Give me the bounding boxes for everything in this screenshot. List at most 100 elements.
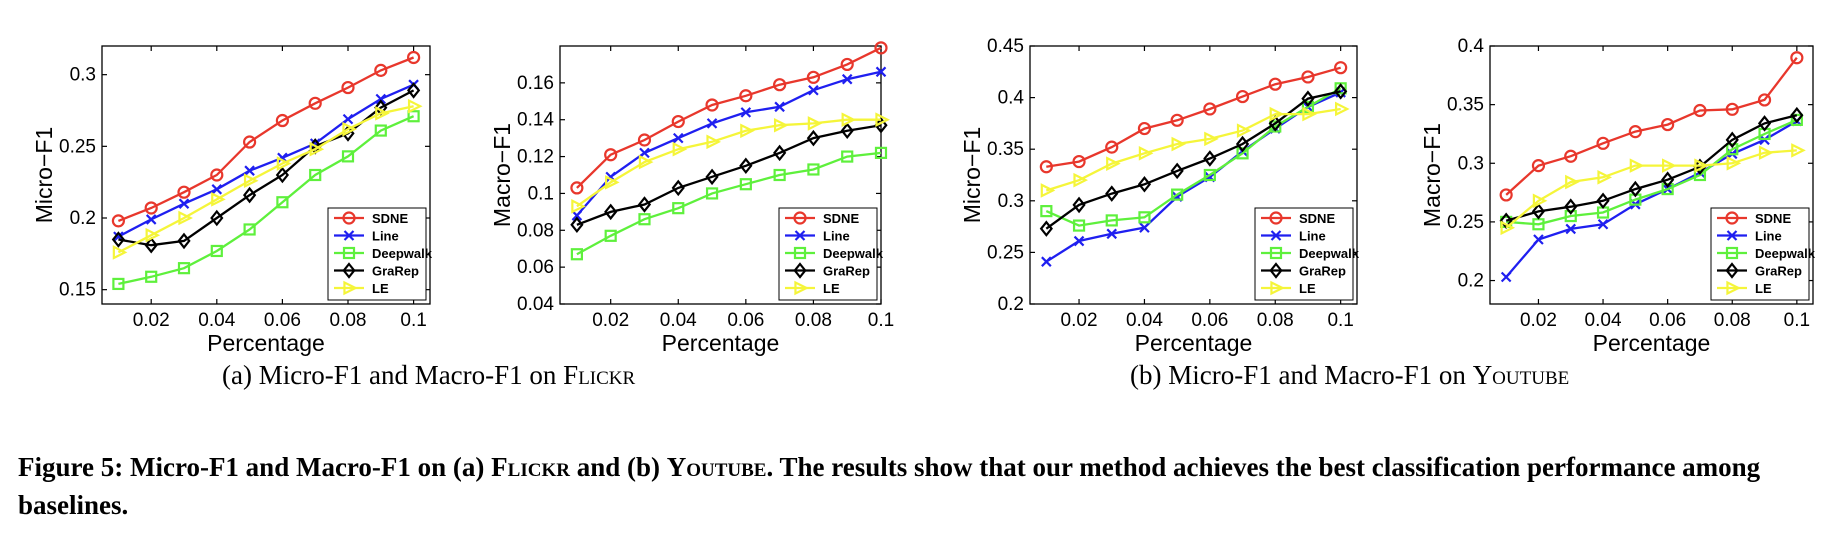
chart-panel-3: 0.02 0.04 0.06 0.08 0.1 0.2 0.25 0.3 0.35 0.4 0.45…: [959, 36, 1360, 356]
legend-marker: [794, 280, 809, 296]
data-point: [1138, 146, 1154, 161]
series-line: [576, 124, 882, 226]
chart-panel-4: 0.02 0.04 0.06 0.08 0.1 0.2 0.25 0.3 0.35 0.4 Perc…: [1419, 36, 1816, 356]
data-point: [705, 187, 719, 200]
data-point: [309, 141, 325, 157]
data-point: [145, 214, 157, 225]
x-tick-label: 0.04: [198, 310, 235, 331]
series-line: [1045, 87, 1342, 227]
data-point: [773, 144, 787, 162]
legend-label: LE: [823, 281, 840, 296]
data-point: [1565, 223, 1577, 235]
data-point: [210, 209, 224, 227]
data-point: [309, 168, 322, 182]
y-tick-label: 0.3: [998, 191, 1024, 212]
x-tick-label: 0.06: [264, 310, 301, 331]
data-point: [276, 196, 289, 209]
legend-label: Line: [1755, 229, 1782, 244]
y-tick-label: 0.25: [1447, 212, 1484, 233]
legend-label: SDNE: [823, 211, 859, 226]
data-point: [1138, 211, 1151, 224]
legend-marker: [1725, 211, 1739, 225]
data-point: [375, 93, 387, 105]
x-tick-label: 0.1: [868, 310, 894, 331]
y-tick-label: 0.2: [998, 294, 1024, 315]
data-point: [1499, 188, 1513, 202]
data-point: [604, 229, 617, 242]
data-point: [1500, 220, 1516, 236]
data-point: [840, 57, 854, 72]
x-axis-label: Percentage: [1593, 330, 1711, 356]
subcaption-b: (b) Micro-F1 and Macro-F1 on Youtube: [1130, 360, 1569, 391]
data-point: [1596, 192, 1610, 210]
series-line: [1505, 57, 1798, 196]
data-point: [1106, 228, 1118, 240]
data-point: [671, 179, 685, 197]
data-point: [406, 82, 421, 99]
data-point: [1629, 158, 1645, 173]
figure-caption-part3: . The results show that our method achie…: [18, 452, 1761, 520]
data-point: [342, 121, 357, 137]
data-point: [1532, 193, 1548, 209]
data-point: [1171, 136, 1187, 152]
series-line: [1046, 66, 1342, 168]
data-point: [638, 154, 654, 170]
data-point: [807, 116, 823, 131]
data-point: [1694, 158, 1709, 173]
x-tick-label: 0.04: [1126, 310, 1163, 331]
data-point: [1597, 218, 1609, 230]
legend-marker: [1726, 280, 1741, 296]
legend: SDNE Line Deepwalk GraRep LE: [327, 207, 433, 301]
legend-label: SDNE: [372, 211, 408, 226]
data-point: [1661, 182, 1674, 196]
x-tick-label: 0.1: [1784, 310, 1810, 331]
y-tick-label: 0.15: [59, 280, 96, 301]
legend-marker: [793, 211, 807, 225]
data-point: [1564, 209, 1577, 223]
data-point: [740, 107, 752, 118]
y-tick-label: 0.16: [517, 73, 554, 94]
legend-label: Deepwalk: [823, 246, 884, 261]
series-line: [117, 83, 415, 238]
data-point: [1268, 77, 1282, 91]
data-point: [637, 196, 652, 213]
series-line: [1505, 149, 1797, 229]
data-point: [705, 98, 719, 112]
data-point: [773, 168, 786, 182]
data-point: [407, 98, 423, 114]
legend-label: LE: [1755, 281, 1772, 296]
legend-label: GraRep: [1755, 264, 1802, 279]
data-point: [341, 80, 355, 95]
data-point: [407, 110, 420, 123]
data-point: [1236, 147, 1249, 160]
figure-caption-dataset2: Youtube: [666, 452, 767, 482]
data-point: [1500, 271, 1512, 283]
data-point: [1269, 106, 1285, 122]
data-point: [1725, 131, 1739, 149]
legend-label: LE: [1299, 281, 1316, 296]
legend-marker: [342, 246, 356, 260]
data-point: [705, 168, 719, 186]
y-tick-label: 0.4: [998, 88, 1025, 109]
series-deepwalk: [570, 146, 888, 261]
legend-label: Line: [1299, 229, 1326, 244]
data-point: [570, 181, 584, 195]
subcaption-b-prefix: (b) Micro-F1 and Macro-F1 on: [1130, 360, 1473, 390]
series-line: [118, 115, 415, 286]
x-tick-label: 0.08: [1257, 310, 1294, 331]
series-deepwalk: [1040, 82, 1347, 232]
data-point: [874, 41, 888, 55]
data-point: [1072, 154, 1086, 169]
data-point: [1565, 174, 1580, 190]
y-tick-label: 0.35: [1447, 95, 1484, 116]
data-point: [1137, 176, 1152, 193]
data-point: [1564, 198, 1578, 215]
data-point: [1268, 115, 1282, 132]
legend-label: Deepwalk: [372, 246, 433, 261]
x-tick-label: 0.02: [1061, 310, 1098, 331]
series-line: [113, 79, 419, 242]
series-line: [571, 66, 887, 221]
y-tick-label: 0.14: [517, 110, 554, 131]
x-tick-label: 0.02: [592, 310, 629, 331]
